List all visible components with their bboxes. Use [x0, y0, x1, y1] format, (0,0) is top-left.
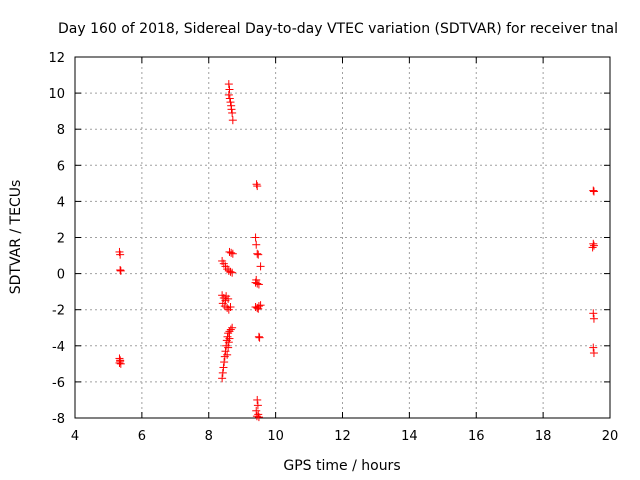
data-point — [116, 357, 125, 366]
data-point — [589, 239, 598, 248]
data-point — [228, 116, 237, 125]
data-point — [252, 180, 261, 189]
data-point — [225, 94, 234, 103]
data-point — [223, 350, 232, 359]
data-point — [589, 187, 598, 196]
data-point — [589, 343, 598, 352]
data-point — [226, 98, 235, 107]
axes-layer: 4 6 8 10 12 14 16 18 20 -8 -6 -4 -2 0 2 4 6 8 10 12 — [48, 51, 618, 444]
y-tick-label: 4 — [57, 195, 65, 210]
x-tick-label: 12 — [334, 429, 351, 444]
data-point — [224, 343, 233, 352]
data-point — [589, 186, 598, 195]
data-point — [228, 268, 237, 277]
x-tick-label: 8 — [205, 429, 213, 444]
data-point — [589, 241, 598, 250]
data-point — [224, 338, 233, 347]
data-point — [225, 247, 234, 256]
data-point — [220, 358, 229, 367]
data-point — [224, 90, 233, 99]
data-point — [224, 266, 233, 275]
data-point — [224, 294, 233, 303]
data-point — [589, 349, 598, 358]
y-tick-label: 8 — [57, 123, 65, 138]
data-point — [225, 334, 234, 343]
data-point — [254, 413, 263, 422]
x-tick-label: 10 — [267, 429, 284, 444]
data-point — [588, 243, 597, 252]
data-point — [589, 314, 598, 323]
x-tick-label: 18 — [535, 429, 552, 444]
data-point — [228, 323, 237, 332]
data-point — [225, 85, 234, 94]
data-point — [226, 267, 235, 276]
data-point — [254, 250, 263, 259]
data-point — [226, 325, 235, 334]
data-point — [253, 279, 262, 288]
data-point — [227, 248, 236, 257]
data-point — [115, 358, 124, 367]
data-point — [253, 182, 262, 191]
y-tick-label: 12 — [48, 51, 65, 66]
data-point — [228, 108, 237, 117]
data-point — [219, 363, 228, 372]
x-tick-label: 20 — [602, 429, 619, 444]
grid-layer — [75, 57, 610, 418]
data-point — [253, 249, 262, 258]
x-axis-label: GPS time / hours — [283, 458, 400, 474]
data-point — [253, 395, 262, 404]
data-point — [218, 368, 227, 377]
y-tick-label: -6 — [52, 376, 65, 391]
data-point — [254, 304, 263, 313]
data-point — [116, 266, 125, 275]
data-point — [223, 303, 232, 312]
data-point — [255, 333, 264, 342]
y-tick-label: 0 — [57, 268, 65, 283]
y-tick-label: 2 — [57, 232, 65, 247]
y-tick-label: -2 — [52, 304, 65, 319]
data-point — [252, 412, 261, 421]
y-tick-label: -8 — [52, 412, 65, 427]
data-point — [218, 374, 227, 383]
data-point — [223, 332, 232, 341]
data-point — [116, 265, 125, 274]
y-tick-label: 6 — [57, 159, 65, 174]
chart-title: Day 160 of 2018, Sidereal Day-to-day VTE… — [58, 21, 618, 37]
data-points-layer — [115, 80, 598, 422]
data-point — [224, 80, 233, 89]
x-tick-label: 16 — [468, 429, 485, 444]
data-point — [116, 250, 125, 259]
y-tick-label: 10 — [48, 87, 65, 102]
data-point — [254, 332, 263, 341]
x-tick-label: 14 — [401, 429, 418, 444]
data-point — [251, 233, 260, 242]
data-point — [589, 309, 598, 318]
data-point — [253, 401, 262, 410]
y-axis-label: SDTVAR / TECUs — [8, 180, 24, 295]
x-tick-label: 6 — [138, 429, 146, 444]
data-point — [227, 105, 236, 114]
data-point — [252, 406, 261, 415]
data-point — [254, 280, 263, 289]
data-point — [252, 240, 261, 249]
data-point — [256, 262, 265, 271]
data-point — [228, 249, 237, 258]
x-tick-label: 4 — [71, 429, 79, 444]
data-point — [226, 302, 235, 311]
y-tick-label: -4 — [52, 340, 65, 355]
data-point — [252, 275, 261, 284]
